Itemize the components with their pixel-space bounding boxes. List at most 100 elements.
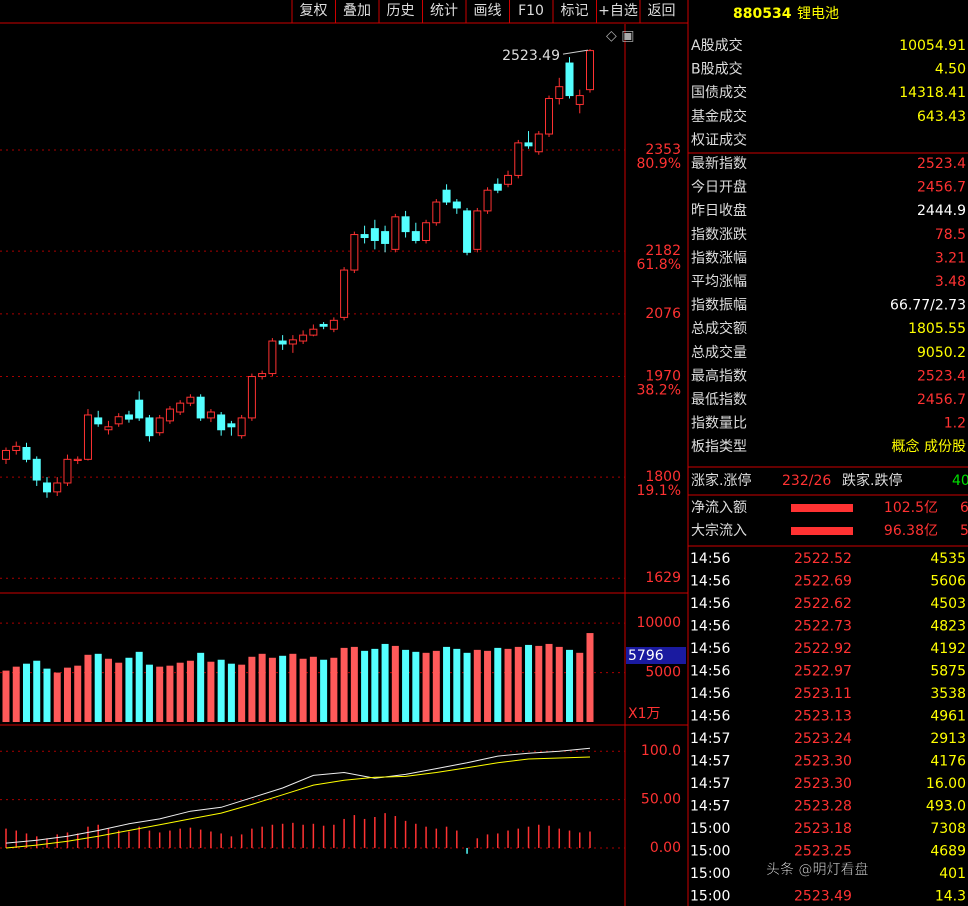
candle-body	[442, 189, 451, 203]
indicator-bar	[548, 825, 550, 848]
tick-price: 2522.97	[794, 664, 852, 680]
candle-body	[135, 399, 144, 419]
volume-bar	[145, 664, 153, 722]
candle-body	[524, 142, 533, 147]
volume-bar	[381, 643, 389, 722]
flow-bar	[791, 504, 853, 512]
y-tick-label: 10000	[636, 615, 681, 631]
indicator-bar	[497, 833, 499, 848]
indicator-bar	[538, 824, 540, 848]
volume-bar	[402, 649, 410, 722]
toolbar-button[interactable]: 返回	[648, 3, 676, 19]
indicator-bar	[353, 815, 356, 848]
stat-label: 国债成交	[691, 84, 747, 101]
indicator-bar	[445, 826, 448, 848]
toolbar-button[interactable]: 画线	[474, 3, 502, 19]
stat-value: 2456.7	[917, 180, 966, 196]
stat-value: 4.50	[935, 62, 966, 78]
tick-time: 14:56	[690, 686, 730, 702]
fib-label: 61.8%	[637, 257, 681, 273]
toolbar-button[interactable]: 复权	[300, 2, 328, 19]
volume-bar	[238, 664, 246, 722]
volume-bar	[371, 648, 379, 722]
candle-body	[247, 376, 256, 419]
toolbar-button[interactable]: 叠加	[343, 3, 371, 19]
tick-volume: 4535	[930, 551, 966, 567]
volume-bar	[453, 648, 461, 722]
y-tick-label: 1970	[645, 369, 681, 385]
volume-bar	[125, 657, 133, 722]
indicator-bar	[425, 826, 427, 848]
tick-time: 14:56	[690, 641, 730, 657]
tick-time: 14:56	[690, 709, 730, 725]
stat-label: 最高指数	[691, 367, 747, 384]
tick-time: 14:56	[690, 619, 730, 635]
candle-body	[422, 222, 431, 241]
volume-bar	[217, 659, 225, 722]
toolbar-button[interactable]: 历史	[387, 3, 415, 19]
indicator-bar	[189, 827, 192, 848]
indicator-bar	[476, 838, 479, 848]
indicator-bar	[76, 833, 79, 848]
candle-body	[186, 396, 195, 404]
indicator-bar	[302, 824, 304, 848]
y-tick-label: 1629	[645, 570, 681, 586]
tick-price: 2523.13	[794, 709, 852, 725]
candle-body	[493, 183, 502, 191]
volume-bar	[166, 665, 174, 722]
toolbar-button[interactable]: +自选	[598, 3, 638, 19]
stat-label: 板指类型	[691, 439, 747, 455]
candle-body	[73, 458, 82, 462]
volume-bar	[135, 651, 143, 722]
indicator-bar	[117, 830, 120, 848]
tick-price: 2523.30	[794, 776, 852, 792]
indicator-bar	[179, 828, 181, 848]
tick-price: 2523.24	[794, 731, 852, 747]
candle-body	[2, 449, 10, 460]
stat-value: 概念 成份股	[892, 438, 966, 455]
stat-label: 基金成交	[691, 108, 747, 125]
toolbar-button[interactable]: 标记	[561, 3, 589, 19]
volume-bar	[576, 652, 584, 722]
volume-bar	[443, 646, 451, 722]
toolbar-button[interactable]: 统计	[430, 3, 458, 19]
y-tick-label: 50.00	[641, 792, 681, 808]
candle-body	[391, 216, 400, 250]
indicator-bar	[292, 822, 294, 848]
fib-label: 80.9%	[637, 156, 681, 172]
candle-body	[114, 416, 123, 425]
indicator-bar	[107, 828, 110, 848]
tick-price: 2522.69	[794, 574, 852, 590]
volume-bar	[514, 646, 522, 722]
volume-bar	[463, 652, 471, 722]
toolbar-button[interactable]: F10	[518, 3, 544, 19]
candle-body	[350, 234, 359, 271]
indicator-bar	[343, 818, 345, 848]
y-tick-label: 2182	[645, 243, 681, 259]
tick-price: 2523.11	[794, 686, 852, 702]
stat-value: 3.21	[935, 250, 966, 266]
indicator-bar	[333, 824, 335, 848]
candle-body	[329, 319, 338, 330]
volume-bar	[504, 648, 512, 722]
candle-body	[32, 458, 41, 481]
indicator-bar	[138, 826, 140, 848]
watermark: 头条 @明灯看盘	[766, 861, 868, 878]
indicator-bar	[517, 828, 520, 848]
candle-body	[22, 446, 31, 460]
volume-unit: X1万	[628, 706, 661, 722]
stat-label: 指数涨跌	[691, 227, 747, 243]
flow-value: 102.5亿	[884, 500, 938, 516]
candle-body	[432, 201, 441, 224]
tick-volume: 4961	[930, 709, 966, 725]
volume-bar	[197, 652, 205, 722]
indicator-bar	[384, 813, 386, 848]
volume-bar	[186, 660, 194, 722]
volume-bar	[94, 653, 102, 722]
tick-time: 14:57	[690, 731, 730, 747]
y-tick-label: 2076	[645, 306, 681, 322]
candle-body	[473, 210, 482, 250]
volume-bar	[432, 650, 440, 722]
stat-value: 3.48	[935, 274, 966, 290]
